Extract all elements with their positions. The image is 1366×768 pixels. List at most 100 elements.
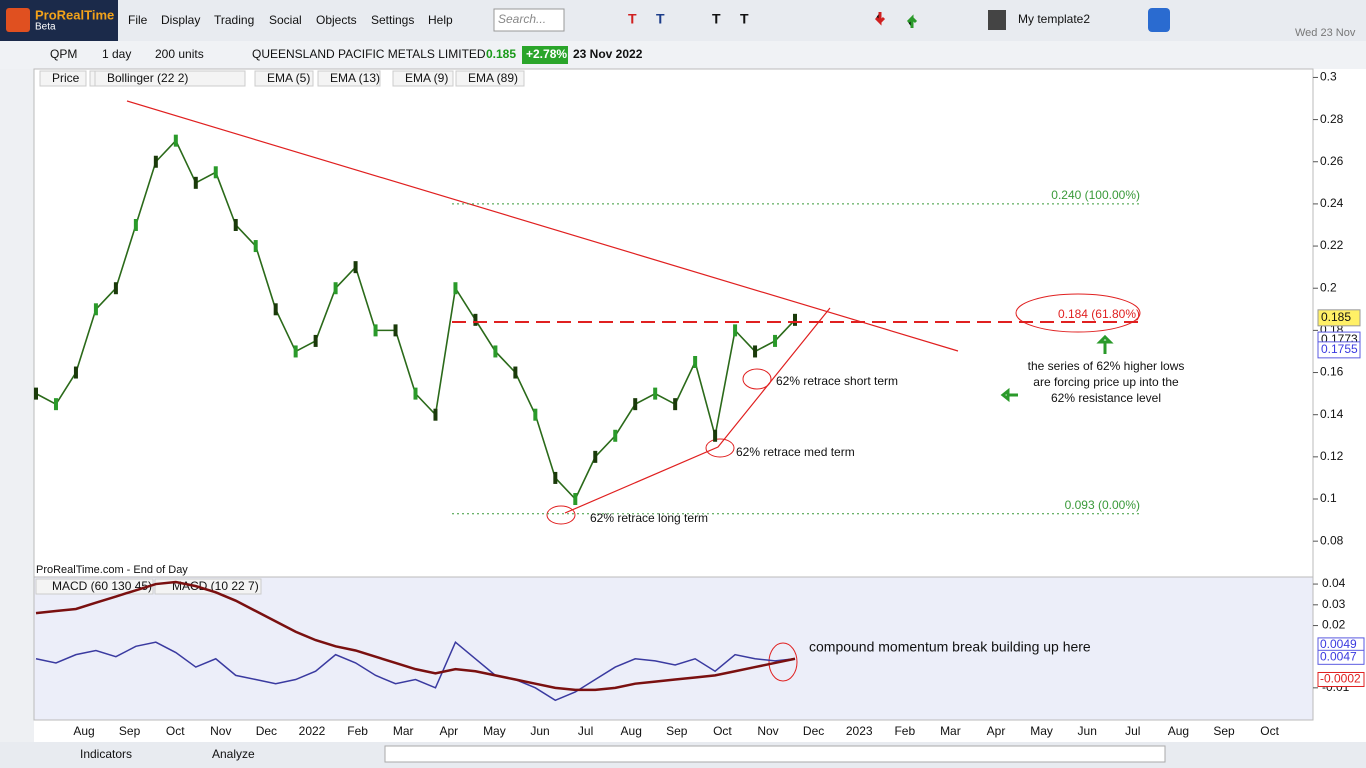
logo: ProRealTime: [35, 7, 114, 22]
menu-item[interactable]: Settings: [371, 13, 414, 27]
fib-label: 0.093 (0.00%): [1065, 498, 1140, 512]
x-tick-label: Mar: [940, 724, 961, 738]
menu-item[interactable]: Trading: [214, 13, 254, 27]
candle: [173, 134, 178, 147]
annotation: 62% retrace med term: [736, 445, 855, 459]
x-tick-label: Sep: [1213, 724, 1235, 738]
y-tick-label: 0.3: [1320, 70, 1337, 84]
legend-entry: Bollinger (22 2): [107, 71, 188, 85]
save-icon[interactable]: [988, 10, 1006, 30]
annotation: are forcing price up into the: [1033, 375, 1179, 389]
x-tick-label: Mar: [393, 724, 414, 738]
price-tag-label: 0.0049: [1320, 637, 1357, 651]
price-tag: [1317, 309, 1361, 327]
circle: [768, 642, 798, 682]
menu-item[interactable]: File: [128, 13, 148, 27]
circle: [705, 438, 735, 458]
legend-entry: MACD (10 22 7): [172, 579, 259, 593]
instrument-name: QUEENSLAND PACIFIC METALS LIMITED: [252, 47, 486, 61]
buy-arrow[interactable]: [906, 14, 918, 28]
sell-arrow[interactable]: [874, 12, 886, 26]
legend-box: [94, 70, 246, 87]
price-tag: [1317, 341, 1361, 359]
y-tick-label: 0.04: [1322, 576, 1346, 590]
price-panel: [33, 68, 1314, 578]
y-tick-label: 0.24: [1320, 196, 1344, 210]
price-tag: [1317, 649, 1365, 665]
menu-item[interactable]: Display: [161, 13, 200, 27]
candle: [373, 324, 378, 337]
price-tag-label: 0.1755: [1321, 342, 1358, 356]
analyze-button[interactable]: Analyze: [212, 747, 255, 761]
text-tool[interactable]: T: [656, 11, 665, 27]
fib-label: 0.240 (100.00%): [1051, 188, 1140, 202]
x-tick-label: Apr: [439, 724, 458, 738]
candle: [153, 155, 158, 168]
date: 23 Nov 2022: [573, 47, 643, 61]
candle: [193, 176, 198, 189]
candle: [453, 282, 458, 295]
annotation: 62% retrace long term: [590, 511, 708, 525]
indicators-button[interactable]: Indicators: [80, 747, 132, 761]
candle: [673, 398, 678, 411]
search-box[interactable]: [493, 8, 565, 32]
legend-box: [392, 70, 454, 87]
price-tag-label: -0.0002: [1320, 672, 1361, 686]
legend-box: [35, 578, 154, 595]
period[interactable]: 1 day: [102, 47, 131, 61]
legend-box: [254, 70, 314, 87]
x-tick-label: May: [483, 724, 506, 738]
units[interactable]: 200 units: [155, 47, 204, 61]
x-tick-label: May: [1030, 724, 1053, 738]
sound-icon[interactable]: [1148, 8, 1170, 32]
macd-line: [35, 580, 796, 692]
x-tick-label: Sep: [119, 724, 141, 738]
menu-item[interactable]: Objects: [316, 13, 357, 27]
candle: [53, 398, 58, 411]
text-tool[interactable]: T: [628, 11, 637, 27]
left-toolbar: [0, 69, 34, 742]
candle: [133, 218, 138, 231]
candle: [433, 408, 438, 421]
logo-icon: [6, 8, 30, 32]
x-tick-label: Jul: [1125, 724, 1140, 738]
ticker[interactable]: QPM: [50, 47, 77, 61]
x-tick-label: Aug: [1168, 724, 1189, 738]
candle: [793, 313, 797, 326]
candle: [713, 429, 718, 442]
x-tick-label: Sep: [666, 724, 688, 738]
x-tick-label: Feb: [347, 724, 368, 738]
circle: [1015, 293, 1141, 333]
menu-item[interactable]: Help: [428, 13, 453, 27]
x-tick-label: Aug: [73, 724, 94, 738]
circle: [742, 368, 772, 390]
annotation: compound momentum break building up here: [809, 639, 1091, 655]
candle: [293, 345, 298, 358]
scrollbar[interactable]: [384, 745, 1166, 763]
menu-item[interactable]: Social: [269, 13, 302, 27]
last-price: 0.185: [486, 47, 516, 61]
candle: [633, 398, 638, 411]
y-tick-label: 0.08: [1320, 533, 1344, 547]
text-tool[interactable]: T: [740, 11, 749, 27]
x-tick-label: Oct: [713, 724, 732, 738]
y-tick-label: 0.22: [1320, 238, 1344, 252]
candle: [553, 471, 558, 484]
x-tick-label: Feb: [894, 724, 915, 738]
x-tick-label: Oct: [1260, 724, 1279, 738]
x-tick-label: Apr: [987, 724, 1006, 738]
candle: [513, 366, 518, 379]
annotation: 62% retrace short term: [776, 374, 898, 388]
candle: [413, 387, 418, 400]
candle: [493, 345, 498, 358]
text-tool[interactable]: T: [712, 11, 721, 27]
fib-label: 0.184 (61.80%): [1058, 307, 1140, 321]
price-tag-label: 0.185: [1321, 310, 1351, 324]
toolbar-icons: T T T T: [628, 8, 1170, 32]
candle: [253, 240, 258, 253]
x-tick-label: 2022: [299, 724, 326, 738]
template-select[interactable]: My template2: [1018, 12, 1090, 26]
candle: [473, 313, 478, 326]
x-tick-label: Dec: [256, 724, 277, 738]
change: +2.78%: [526, 47, 567, 61]
